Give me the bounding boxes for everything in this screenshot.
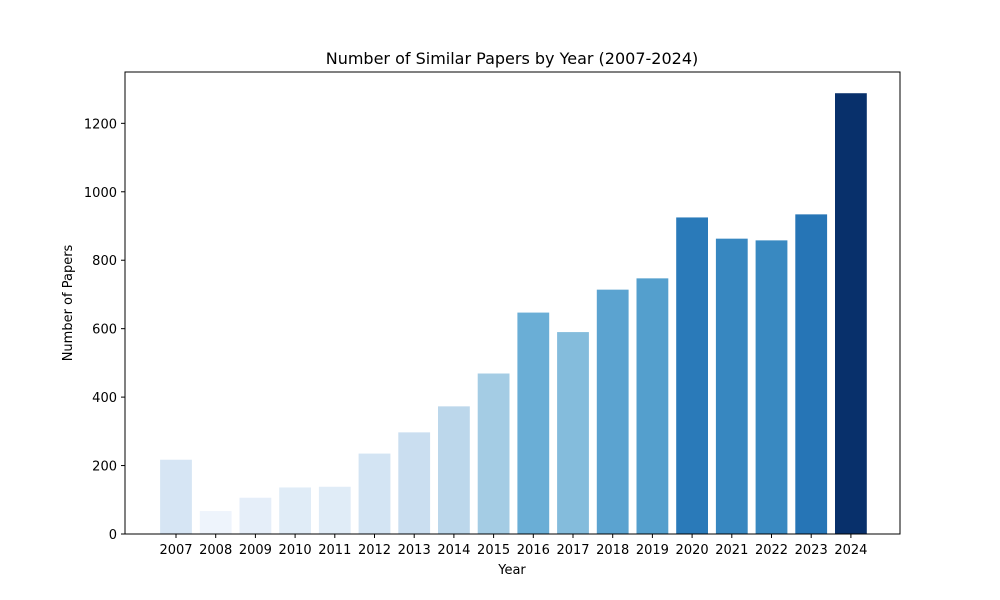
bar-2012 [358, 453, 391, 534]
x-tick-label: 2019 [636, 543, 669, 558]
y-tick-label: 1000 [84, 186, 117, 201]
bar-2013 [398, 432, 431, 534]
bar-2018 [596, 289, 629, 534]
chart-title: Number of Similar Papers by Year (2007-2… [326, 49, 699, 68]
bar-2022 [755, 240, 788, 534]
y-tick-label: 800 [92, 254, 117, 269]
bar-2017 [557, 332, 589, 534]
x-tick-label: 2008 [199, 543, 232, 558]
y-axis-ticks: 0 200 400 600 800 1000 1200 [84, 117, 125, 543]
bar-2014 [438, 406, 470, 534]
y-tick-label: 400 [92, 391, 117, 406]
x-tick-label: 2018 [596, 543, 629, 558]
y-tick-label: 600 [92, 323, 117, 338]
plot-frame [124, 71, 901, 535]
x-tick-label: 2017 [556, 543, 589, 558]
bar-2021 [715, 238, 748, 534]
bar-2010 [279, 487, 311, 534]
x-tick-label: 2015 [477, 543, 510, 558]
x-tick-label: 2012 [358, 543, 391, 558]
x-axis-title: Year [497, 563, 526, 578]
x-tick-label: 2024 [834, 543, 867, 558]
x-tick-label: 2011 [318, 543, 351, 558]
x-tick-label: 2016 [517, 543, 550, 558]
x-tick-label: 2010 [279, 543, 312, 558]
bar-2007 [160, 459, 192, 534]
bar-2019 [636, 278, 669, 534]
bar-2016 [517, 312, 550, 534]
x-tick-label: 2014 [437, 543, 470, 558]
x-tick-label: 2009 [239, 543, 272, 558]
y-tick-label: 0 [109, 528, 117, 543]
bar-2015 [477, 373, 510, 534]
x-tick-label: 2013 [398, 543, 431, 558]
x-tick-label: 2022 [755, 543, 788, 558]
x-axis-ticks: 2007 2008 2009 2010 2011 2012 2013 2014 2015 2016… [159, 534, 867, 558]
y-axis-title: Number of Papers [61, 244, 76, 361]
x-tick-label: 2023 [795, 543, 828, 558]
y-tick-label: 1200 [84, 117, 117, 132]
bar-2023 [795, 214, 828, 534]
x-tick-label: 2020 [676, 543, 709, 558]
bar-2009 [239, 497, 272, 534]
y-tick-label: 200 [92, 460, 117, 475]
x-tick-label: 2021 [715, 543, 748, 558]
bars-group [160, 93, 867, 535]
bar-2020 [676, 217, 708, 534]
x-tick-label: 2007 [159, 543, 192, 558]
bar-2024 [835, 93, 867, 535]
bar-2011 [318, 486, 351, 534]
bar-2008 [199, 511, 232, 534]
